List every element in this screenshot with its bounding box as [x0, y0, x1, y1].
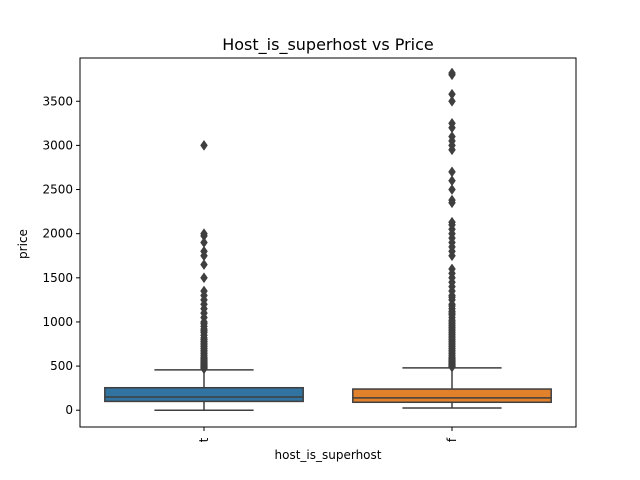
- y-tick-label: 500: [50, 359, 73, 373]
- box-f: [352, 388, 552, 404]
- outlier-point: [200, 237, 208, 248]
- outlier-point: [200, 139, 208, 151]
- y-tick-label: 1000: [42, 315, 73, 329]
- outlier-point: [448, 184, 456, 195]
- box-t: [104, 386, 304, 403]
- plot-frame: [79, 57, 577, 428]
- outlier-point: [448, 175, 456, 187]
- y-tick-label: 0: [65, 403, 73, 417]
- outlier-point: [448, 95, 456, 107]
- x-tick-label-t: t: [197, 437, 211, 442]
- outlier-point: [448, 88, 456, 100]
- y-axis-label: price: [16, 229, 30, 259]
- x-axis-label: host_is_superhost: [275, 448, 382, 462]
- outlier-point: [448, 166, 456, 178]
- outlier-point: [448, 194, 456, 206]
- outlier-point: [448, 216, 456, 228]
- outlier-point: [448, 117, 456, 129]
- outlier-point: [448, 131, 456, 143]
- outlier-point: [200, 272, 208, 284]
- plot-area: t f 0 500 1000 1500 2000 2500 3000 3500: [42, 57, 577, 442]
- y-tick-label: 1500: [42, 271, 73, 285]
- outlier-point: [200, 285, 208, 297]
- outlier-point: [448, 263, 456, 275]
- y-tick-label: 2500: [42, 183, 73, 197]
- y-tick-label: 3500: [42, 94, 73, 108]
- outlier-point: [200, 259, 208, 271]
- y-tick-label: 2000: [42, 227, 73, 241]
- outlier-point: [448, 67, 456, 79]
- outlier-point: [200, 245, 208, 257]
- chart-title: Host_is_superhost vs Price: [222, 35, 434, 55]
- x-tick-label-f: f: [445, 437, 459, 442]
- outlier-point: [200, 228, 208, 240]
- y-tick-label: 3000: [42, 138, 73, 152]
